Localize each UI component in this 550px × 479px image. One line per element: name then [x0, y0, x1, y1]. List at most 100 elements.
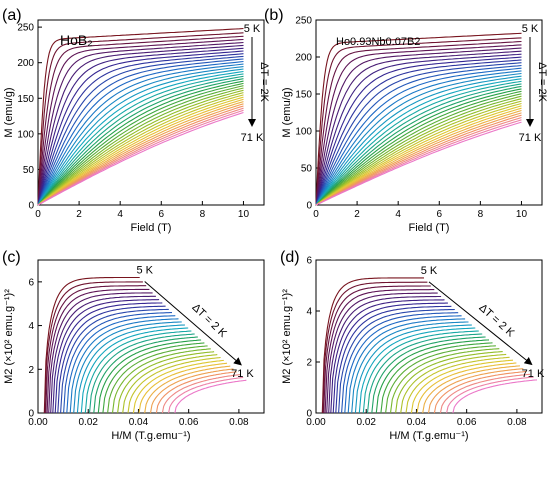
arrott-curve-25K: [341, 312, 459, 414]
arrott-curve-39K: [366, 333, 483, 414]
arrott-curve-57K: [410, 359, 514, 414]
y-tick-label: 0: [28, 201, 34, 212]
x-axis-label: Field (T): [131, 222, 172, 234]
y-tick-label: 6: [28, 277, 34, 288]
x-tick-label: 2: [76, 209, 82, 220]
arrott-curve-33K: [354, 324, 472, 414]
x-tick-label: 10: [238, 209, 250, 220]
isotherm-5K: [37, 27, 244, 206]
y-tick-label: 0: [306, 201, 312, 212]
arrott-curve-5K: [43, 276, 140, 414]
arrott-curve-27K: [344, 315, 462, 414]
arrott-curve-13K: [48, 292, 153, 414]
plot-frame: [37, 19, 265, 206]
panel-d: 0.00 0.02 0.04 0.06 0.08 0 2 4 6 H/M (T.g.emu⁻¹) M…: [280, 249, 545, 442]
arrott-curve-5K: [321, 277, 424, 414]
arrott-curve-25K: [63, 312, 172, 414]
sample-label-hob2: HoB₂: [60, 32, 93, 48]
annotation-delta-t: ΔT = 2K: [536, 62, 548, 103]
isotherm-7K: [37, 32, 244, 206]
x-tick-label: 4: [395, 209, 401, 220]
isotherm-71K: [37, 111, 244, 206]
isotherm-43K: [37, 80, 244, 206]
arrott-curve-71K: [452, 379, 538, 414]
y-tick-label: 0: [28, 409, 34, 420]
y-tick-label: 2: [306, 358, 312, 369]
annotation-bottom-temperature: 71 K: [522, 368, 545, 380]
x-tick-label: 0.02: [78, 417, 98, 428]
isotherm-27K: [37, 60, 244, 206]
arrott-curve-35K: [358, 327, 476, 414]
arrott-curve-51K: [117, 351, 215, 414]
isotherm-9K: [37, 35, 244, 206]
arrott-curve-39K: [88, 333, 195, 414]
arrott-curve-65K: [155, 371, 237, 414]
arrott-curve-47K: [385, 345, 496, 414]
isotherm-11K: [315, 44, 522, 206]
temperature-arrow: [144, 281, 242, 366]
isotherm-19K: [37, 50, 244, 206]
panel-label: (d): [280, 249, 300, 266]
y-axis-label: M2 (×10² emu.g⁻¹)²: [281, 289, 293, 384]
arrott-curve-13K: [326, 292, 438, 414]
x-tick-label: 4: [117, 209, 123, 220]
arrott-curve-27K: [66, 315, 176, 414]
isotherm-41K: [37, 78, 244, 206]
isotherm-39K: [37, 75, 244, 206]
isotherm-37K: [315, 80, 522, 206]
arrott-curve-41K: [371, 336, 486, 414]
x-tick-label: 0.04: [129, 417, 149, 428]
arrott-curve-57K: [132, 359, 224, 414]
isotherm-31K: [37, 66, 244, 206]
x-tick-label: 0: [35, 209, 41, 220]
x-tick-label: 8: [478, 209, 484, 220]
y-tick-label: 4: [306, 307, 312, 318]
isotherm-17K: [315, 53, 522, 206]
arrott-curve-37K: [362, 330, 479, 414]
arrott-curve-65K: [433, 370, 527, 414]
arrott-curve-71K: [174, 379, 247, 414]
arrott-curve-61K: [422, 365, 520, 414]
arrott-curve-19K: [54, 302, 163, 414]
isotherm-15K: [37, 44, 244, 206]
panel-label: (a): [2, 7, 22, 24]
arrott-curve-51K: [395, 351, 503, 414]
y-tick-label: 100: [17, 129, 34, 140]
arrott-curve-11K: [46, 288, 150, 414]
arrott-curve-7K: [322, 281, 428, 414]
x-tick-label: 0: [313, 209, 319, 220]
isotherm-23K: [37, 55, 244, 206]
x-tick-label: 6: [436, 209, 442, 220]
arrott-curve-69K: [446, 376, 534, 414]
x-tick-label: 10: [516, 209, 528, 220]
isotherm-19K: [315, 56, 522, 206]
arrott-curve-55K: [405, 356, 510, 414]
annotation-top-temperature: 5 K: [136, 264, 153, 276]
panel-label: (c): [2, 249, 21, 266]
isotherm-29K: [37, 63, 244, 206]
x-tick-label: 0.00: [28, 417, 48, 428]
arrott-curve-33K: [76, 324, 186, 414]
x-tick-label: 0.08: [507, 417, 527, 428]
isotherm-39K: [315, 83, 522, 206]
arrott-curve-15K: [50, 295, 156, 414]
y-tick-label: 4: [28, 321, 34, 332]
y-tick-label: 200: [295, 53, 312, 64]
arrott-curve-23K: [60, 308, 169, 414]
isotherm-9K: [315, 40, 522, 206]
x-axis-label: Field (T): [409, 222, 450, 234]
isotherm-31K: [315, 72, 522, 206]
arrott-curve-61K: [144, 365, 231, 414]
y-tick-label: 250: [295, 16, 312, 27]
y-tick-label: 6: [306, 256, 312, 267]
arrott-curve-19K: [332, 302, 448, 414]
isotherm-7K: [315, 37, 522, 206]
arrott-curve-59K: [416, 362, 517, 414]
annotation-top-temperature: 5 K: [244, 23, 261, 35]
y-axis-label: M (emu/g): [3, 87, 15, 137]
isotherm-29K: [315, 70, 522, 206]
isotherm-21K: [37, 53, 244, 206]
y-tick-label: 50: [23, 165, 35, 176]
y-tick-label: 50: [301, 164, 313, 175]
y-tick-label: 2: [28, 365, 34, 376]
